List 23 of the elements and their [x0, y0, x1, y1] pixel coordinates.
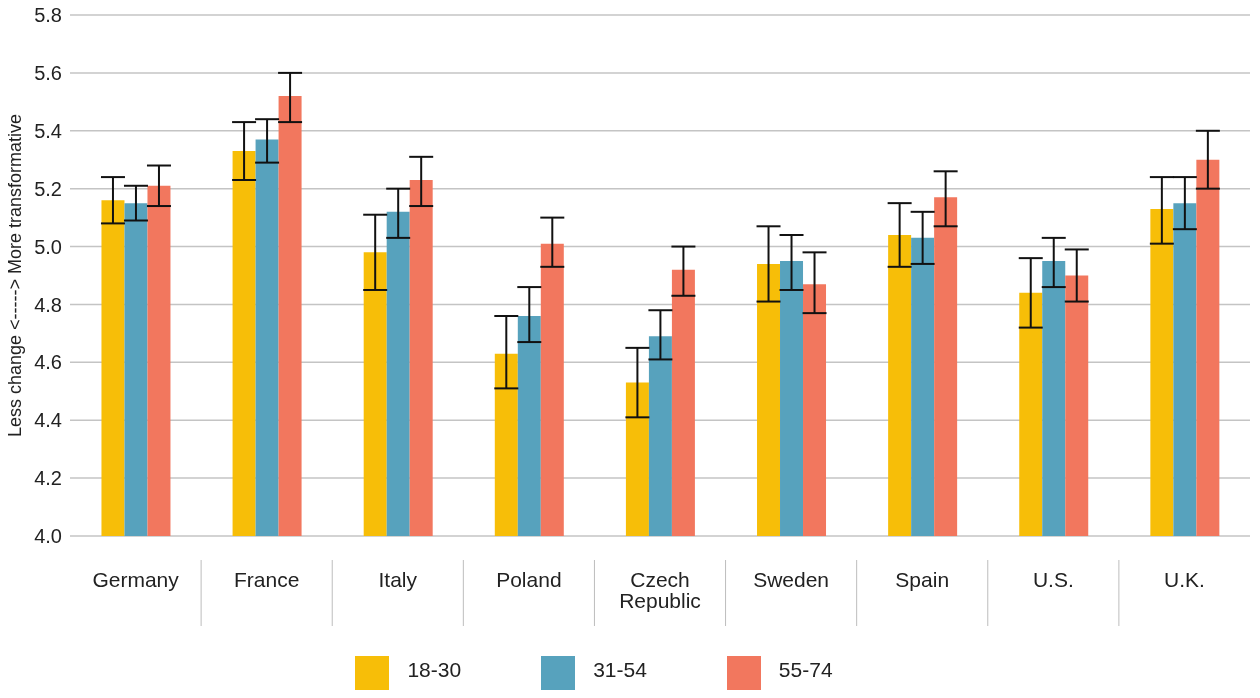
y-tick-label: 4.2: [34, 467, 62, 490]
x-tick-label: Sweden: [753, 567, 830, 591]
y-tick-label: 4.0: [34, 525, 62, 548]
y-tick-label: 5.6: [34, 61, 62, 84]
legend-label: 55-74: [778, 658, 833, 682]
x-tick-label: Spain: [895, 567, 950, 591]
y-tick-label: 5.0: [34, 235, 62, 258]
x-tick-label: U.K.: [1164, 567, 1205, 591]
x-tick-label: Italy: [378, 567, 418, 591]
y-tick-label: 4.4: [34, 409, 62, 432]
x-tick-label: Germany: [92, 567, 180, 591]
x-tick-label: France: [233, 567, 300, 591]
legend-label: 31-54: [593, 658, 647, 682]
x-tick-label: Poland: [496, 567, 562, 591]
y-tick-label: 4.8: [34, 293, 62, 316]
y-tick-label: 5.2: [34, 177, 62, 200]
y-tick-label: 5.8: [34, 4, 62, 27]
x-tick-label: U.S.: [1032, 567, 1074, 591]
y-tick-label: 4.6: [34, 351, 62, 374]
x-tick-label: Czech Republic: [619, 567, 701, 612]
y-axis-title: Less change <-----> More transformative: [5, 113, 26, 438]
legend-label: 18-30: [407, 658, 462, 682]
y-tick-label: 5.4: [34, 119, 62, 142]
